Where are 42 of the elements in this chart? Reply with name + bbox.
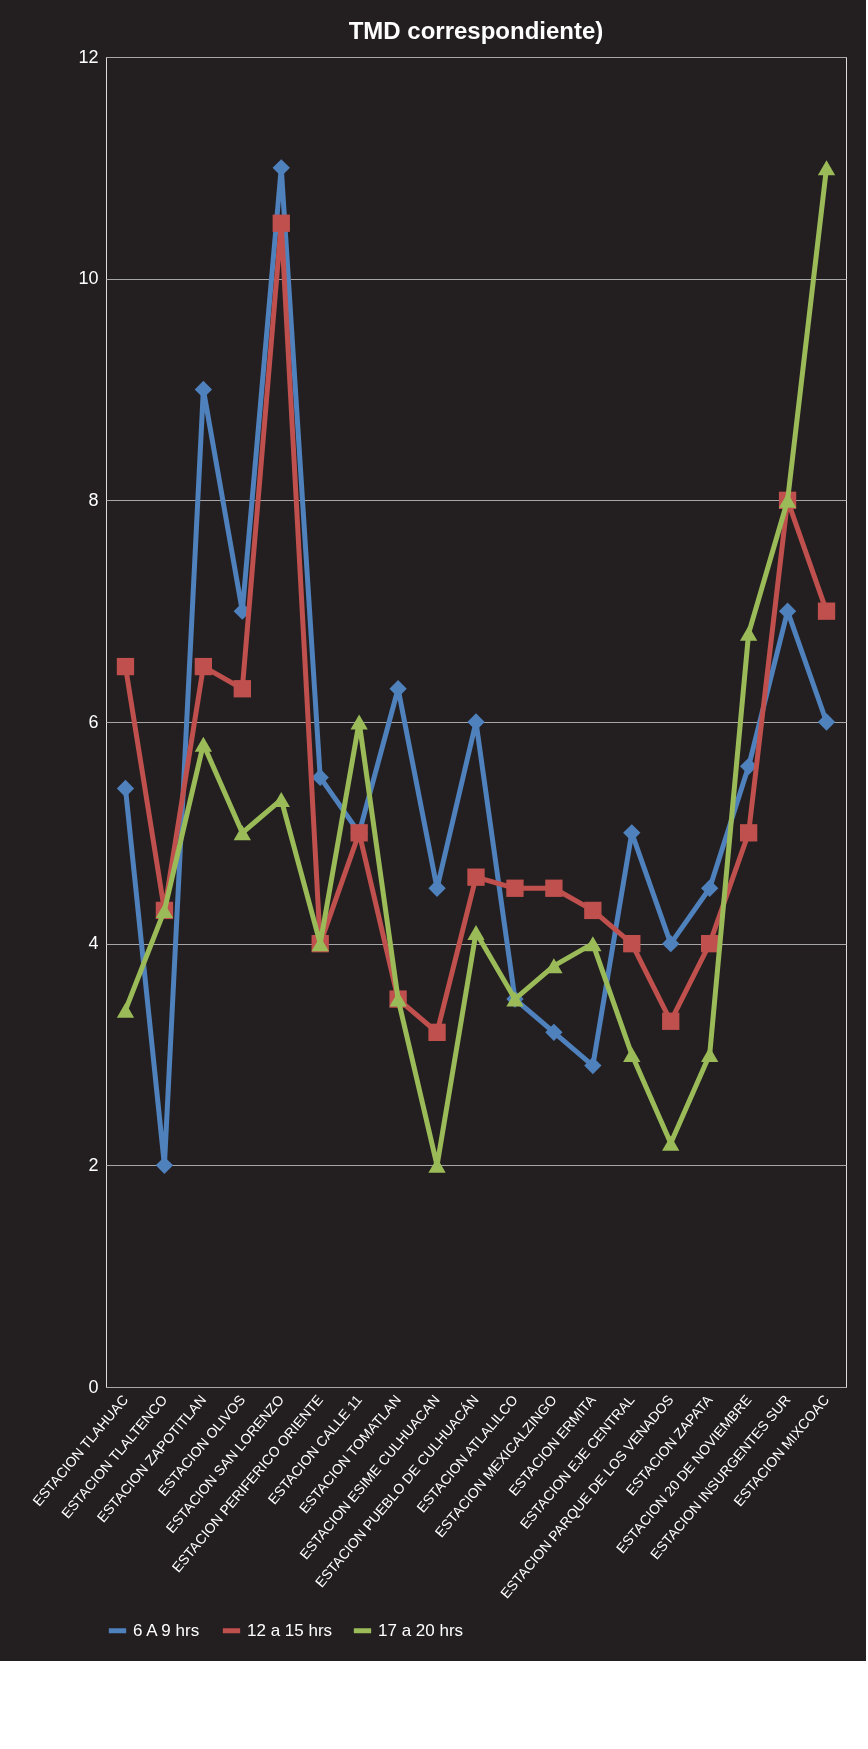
chart-title: TMD correspondiente) xyxy=(348,17,604,44)
point xyxy=(233,825,251,841)
point xyxy=(739,824,758,842)
point xyxy=(817,602,836,620)
y-tick-label: 10 xyxy=(78,268,99,289)
point xyxy=(467,925,485,941)
point xyxy=(467,868,485,886)
y-tick-label: 6 xyxy=(88,711,99,732)
point xyxy=(701,879,719,897)
legend-label: 12 a 15 hrs xyxy=(247,1620,333,1640)
point xyxy=(116,779,135,798)
point xyxy=(623,935,641,953)
point xyxy=(545,1023,563,1041)
point xyxy=(272,214,290,232)
legend-label: 6 A 9 hrs xyxy=(133,1620,200,1640)
y-tick-label: 12 xyxy=(78,46,99,67)
point xyxy=(584,901,602,920)
y-tick-label: 8 xyxy=(88,489,99,510)
point xyxy=(623,1047,641,1062)
point xyxy=(739,625,758,641)
y-tick-label: 4 xyxy=(88,933,99,954)
point xyxy=(701,935,719,953)
point xyxy=(545,879,563,897)
point xyxy=(662,1135,680,1151)
point xyxy=(662,1012,680,1030)
point xyxy=(194,736,213,752)
point xyxy=(817,160,836,176)
point xyxy=(116,1002,135,1018)
y-tick-label: 2 xyxy=(88,1154,99,1175)
point xyxy=(233,680,251,698)
point xyxy=(584,1056,602,1075)
point xyxy=(116,657,135,676)
point xyxy=(428,1023,446,1041)
y-tick-label: 0 xyxy=(88,1376,99,1397)
point xyxy=(662,935,680,953)
point xyxy=(584,936,602,952)
point xyxy=(506,879,524,897)
point xyxy=(194,657,213,676)
point xyxy=(817,713,836,731)
legend-label: 17 a 20 hrs xyxy=(378,1620,464,1640)
point xyxy=(311,768,329,787)
point xyxy=(350,714,368,730)
